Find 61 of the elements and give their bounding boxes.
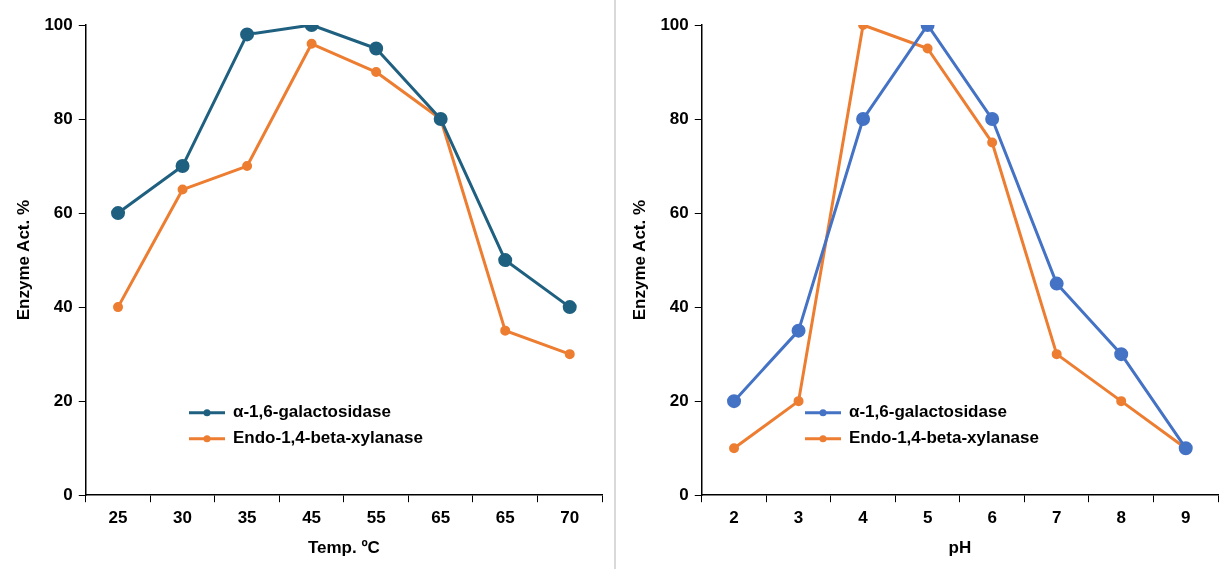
point: [1051, 349, 1062, 360]
y-tick-label: 100: [44, 14, 73, 34]
point: [985, 112, 1000, 127]
y-tick-label: 60: [669, 202, 689, 222]
x-tick-label: 70: [560, 508, 580, 528]
point: [987, 137, 998, 148]
point: [111, 206, 126, 221]
x-tick-label: 65: [495, 508, 515, 528]
point: [177, 184, 188, 195]
x-tick-label: 9: [1181, 508, 1191, 528]
y-tick-label: 100: [660, 14, 689, 34]
x-tick-label: 25: [108, 508, 128, 528]
y-tick-label: 40: [53, 296, 73, 316]
point: [369, 41, 384, 56]
point: [498, 253, 513, 268]
point: [1049, 276, 1064, 291]
legend-label: Endo-1,4-beta-xylanase: [849, 428, 1039, 448]
y-axis-title: Enzyme Act. %: [13, 199, 33, 321]
point: [240, 27, 255, 42]
legend-label: Endo-1,4-beta-xylanase: [233, 428, 423, 448]
y-tick-label: 0: [63, 484, 73, 504]
point: [562, 300, 577, 315]
x-tick-label: 65: [431, 508, 451, 528]
point: [564, 349, 575, 360]
x-tick-label: 3: [793, 508, 804, 528]
point: [306, 38, 317, 49]
point: [1116, 396, 1127, 407]
point: [922, 43, 933, 54]
point: [729, 443, 740, 454]
x-tick-label: 35: [237, 508, 257, 528]
point: [175, 159, 190, 174]
point: [727, 394, 742, 409]
x-axis-title: pH: [948, 538, 972, 558]
y-tick-label: 40: [669, 296, 689, 316]
x-tick-label: 55: [366, 508, 386, 528]
point: [371, 67, 382, 78]
y-tick-label: 20: [669, 390, 689, 410]
x-tick-label: 4: [858, 508, 869, 528]
x-tick-label: 8: [1116, 508, 1126, 528]
x-tick-label: 45: [302, 508, 322, 528]
y-axis-title: Enzyme Act. %: [629, 199, 649, 321]
x-tick-label: 6: [987, 508, 997, 528]
x-tick-label: 2: [729, 508, 739, 528]
x-axis-title: Temp. ºC: [307, 538, 380, 558]
point: [793, 396, 804, 407]
y-tick-label: 60: [53, 202, 73, 222]
point: [242, 161, 253, 172]
point: [791, 323, 806, 338]
y-tick-label: 20: [53, 390, 73, 410]
legend-label: α-1,6-galactosidase: [849, 402, 1007, 422]
point: [856, 112, 871, 127]
point: [113, 302, 124, 313]
y-tick-label: 0: [679, 484, 689, 504]
point: [1114, 347, 1129, 362]
x-tick-label: 7: [1051, 508, 1062, 528]
y-tick-label: 80: [669, 108, 689, 128]
legend-label: α-1,6-galactosidase: [233, 402, 391, 422]
x-tick-label: 5: [922, 508, 933, 528]
point: [500, 325, 511, 336]
x-tick-label: 30: [173, 508, 193, 528]
y-tick-label: 80: [53, 108, 73, 128]
